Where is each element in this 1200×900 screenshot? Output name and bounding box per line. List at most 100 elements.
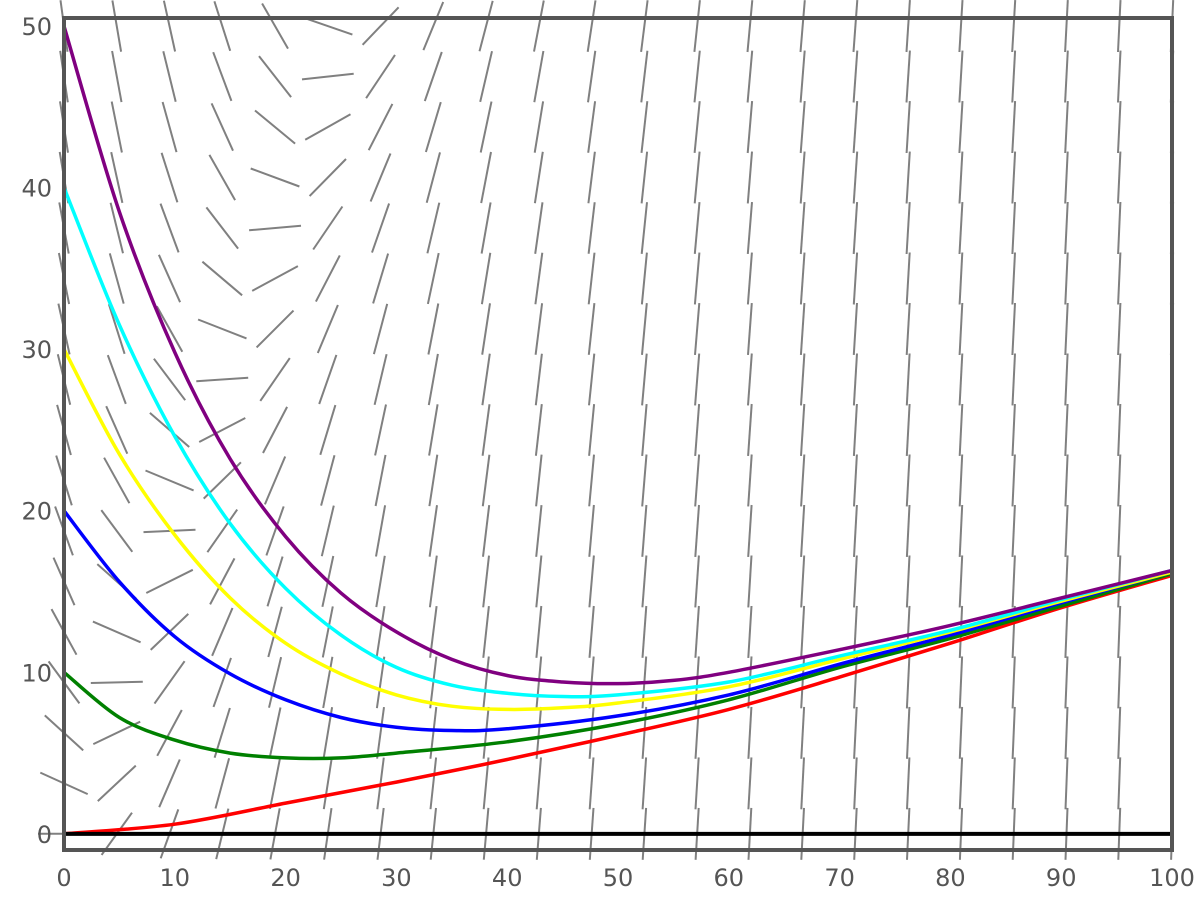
direction-field-segment (588, 706, 595, 759)
direction-field-segment (587, 101, 597, 153)
direction-field-segment (1117, 757, 1122, 810)
direction-field-segment (853, 656, 858, 709)
direction-field-segment (694, 403, 701, 456)
direction-field-segment (587, 302, 596, 355)
x-tick-label: 20 (270, 864, 301, 892)
solution-curve-1 (62, 573, 1174, 836)
y-tick-label: 30 (21, 336, 52, 364)
direction-field-segment (374, 404, 387, 456)
direction-field-segment (145, 469, 194, 492)
direction-field-segment (852, 353, 858, 406)
direction-field-segment (249, 224, 302, 232)
direction-field-segment (481, 404, 491, 456)
direction-field-segment (1011, 202, 1016, 255)
direction-field-segment (746, 101, 754, 154)
direction-field-segment (208, 154, 236, 201)
direction-field-segment (157, 254, 182, 303)
direction-field-segment (800, 605, 806, 658)
direction-field-segment (640, 0, 649, 53)
direction-field-segment (588, 757, 595, 810)
direction-field-segment (641, 605, 648, 658)
direction-field-segment (1011, 656, 1016, 709)
direction-field-segment (258, 55, 292, 98)
direction-field-segment (1064, 151, 1069, 204)
direction-field-segment (1117, 454, 1122, 507)
direction-field-segment (799, 101, 806, 154)
direction-field-segment (262, 406, 288, 454)
direction-field-segment (145, 568, 194, 594)
direction-field-segment (640, 101, 649, 154)
direction-field-segment (958, 101, 964, 154)
direction-field-segment (374, 454, 387, 507)
direction-field-segment (1011, 757, 1016, 810)
direction-field-segment (747, 504, 753, 557)
y-tick-label: 50 (21, 13, 52, 41)
direction-field-segment (268, 656, 283, 708)
direction-field-segment (428, 555, 438, 608)
y-tick-label: 20 (21, 498, 52, 526)
direction-field-segment (482, 605, 490, 658)
x-tick-label: 70 (824, 864, 855, 892)
direction-field-segment (213, 0, 232, 52)
direction-field-segment (1064, 656, 1069, 709)
direction-field-segment (1064, 50, 1069, 103)
direction-field-segment (315, 254, 341, 303)
direction-field-segment (316, 304, 339, 354)
direction-field-segment (535, 706, 543, 759)
direction-field-segment (423, 51, 443, 102)
direction-field-segment (747, 403, 753, 456)
direction-field-segment (1117, 50, 1122, 103)
direction-field-segment (905, 454, 911, 507)
direction-field-segment (320, 455, 336, 506)
direction-field-segment (212, 51, 233, 102)
direction-field-segment (1011, 0, 1017, 53)
direction-field-segment (481, 454, 491, 507)
direction-field-segment (852, 50, 859, 103)
direction-field-segment (905, 403, 911, 456)
direction-field-segment (852, 101, 859, 154)
direction-field-segment (853, 454, 858, 507)
direction-field-segment (534, 303, 544, 355)
direction-field-segment (534, 353, 543, 406)
direction-field-segment (587, 202, 596, 254)
direction-field-segment (586, 0, 597, 52)
direction-field-segment (905, 302, 911, 355)
direction-field-segment (535, 656, 543, 709)
y-tick-label: 0 (37, 821, 52, 849)
direction-field-segment (588, 504, 595, 557)
direction-field-segment (1011, 353, 1016, 406)
direction-field-segment (588, 555, 595, 608)
direction-field-segment (429, 757, 438, 810)
direction-field-segment (1117, 302, 1122, 356)
direction-field-segment (958, 403, 964, 456)
direction-field-segment (478, 0, 494, 52)
direction-field-segment (1064, 403, 1069, 456)
direction-field-segment (251, 265, 299, 292)
direction-field-segment (372, 253, 390, 304)
direction-field-segment (1117, 656, 1122, 709)
direction-field-segment (158, 759, 181, 808)
direction-field-segment (535, 757, 542, 810)
direction-field-segment (799, 202, 806, 255)
direction-field-segment (905, 0, 911, 53)
direction-field-segment (196, 376, 249, 383)
plot-frame (62, 16, 1174, 852)
direction-field-segment (479, 101, 493, 153)
direction-field-segment (375, 656, 386, 709)
direction-field-segment (322, 656, 334, 709)
direction-field-segment (958, 50, 964, 103)
x-tick-label: 0 (56, 864, 71, 892)
direction-field-segment (533, 50, 545, 103)
y-axis-ticks: 0 10 20 30 40 50 (21, 13, 52, 849)
direction-field-segment (853, 605, 858, 658)
solution-curve-6 (62, 24, 1174, 686)
direction-field-segment (588, 404, 596, 456)
direction-field-segment (371, 203, 391, 253)
direction-field-segment (641, 504, 648, 557)
x-tick-label: 30 (381, 864, 412, 892)
direction-field-segment (1117, 504, 1122, 557)
direction-field-segment (205, 206, 239, 250)
direction-field-segment (304, 113, 351, 141)
direction-field-segment (905, 101, 911, 154)
direction-field-segment (1064, 101, 1069, 154)
